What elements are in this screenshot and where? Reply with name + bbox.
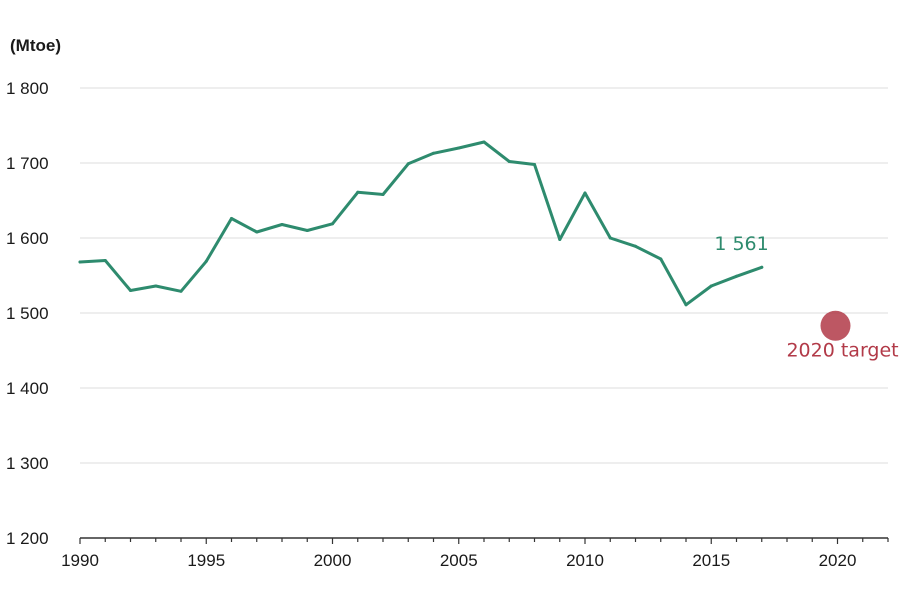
data-point [507,160,511,163]
y-tick-label: 1 400 [6,379,49,398]
data-point [457,146,461,150]
data-point [230,217,233,220]
axes [79,537,889,544]
data-point [103,259,107,262]
y-tick-label: 1 200 [6,529,49,548]
data-point [78,260,82,264]
target-marker [820,310,851,341]
data-point [558,238,562,241]
data-point [432,151,435,155]
y-axis-unit-label: (Mtoe) [10,36,61,55]
annotation-label: 2020 target [786,340,898,362]
data-point [305,229,309,232]
y-tick-label: 1 600 [6,229,49,248]
data-point [381,193,385,196]
data-point [533,163,536,166]
gridlines [80,87,888,464]
data-point [482,140,486,144]
y-tick-label: 1 300 [6,454,49,473]
data-point [634,244,637,248]
data-point [406,162,410,166]
y-tick-label: 1 800 [6,79,49,98]
series-layer [78,140,851,341]
x-tick-label: 1990 [61,551,99,570]
data-point [583,191,587,195]
data-point [331,222,334,226]
data-point [735,274,738,278]
x-tick-label: 2000 [314,551,352,570]
x-tick-label: 2010 [566,551,604,570]
data-point [760,265,764,269]
data-point [255,230,259,234]
data-point [280,223,284,226]
y-tick-label: 1 500 [6,304,49,323]
data-point [659,257,663,261]
data-point [608,236,612,240]
x-tick-label: 2015 [692,551,730,570]
labels-layer: 1 200 1 300 1 400 1 500 1 600 1 700 1 800 1990 1… [6,79,899,570]
series-line-0 [78,140,764,307]
data-point [684,303,688,307]
data-point [356,190,360,194]
y-tick-label: 1 700 [6,154,49,173]
data-point [179,289,183,293]
data-point [709,284,713,288]
annotation-label: 1 561 [714,233,768,255]
x-tick-label: 1995 [187,551,225,570]
x-tick-label: 2020 [819,551,857,570]
data-point [129,289,132,292]
data-point [154,284,158,288]
x-tick-label: 2005 [440,551,478,570]
data-point [204,259,208,263]
